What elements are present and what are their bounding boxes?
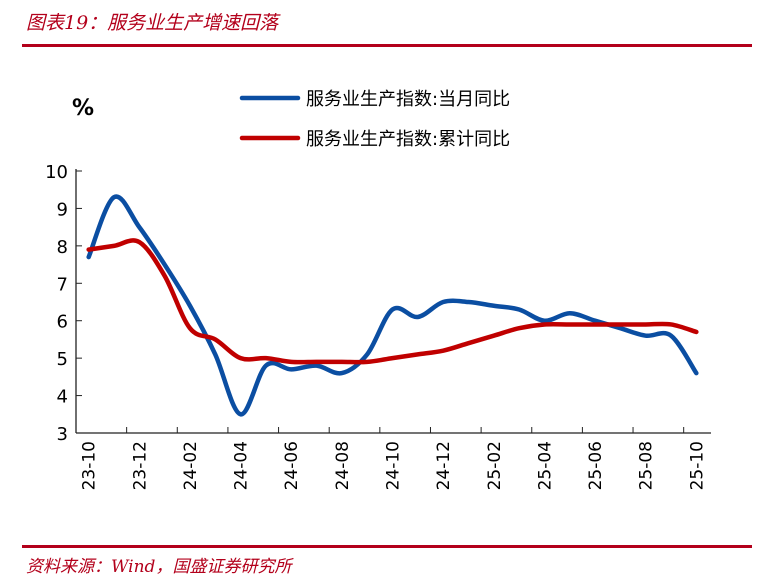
series-line-1 [86, 238, 699, 365]
title-divider [22, 44, 752, 47]
x-tick-label: 24-12 [434, 441, 454, 490]
y-tick-label: 5 [57, 349, 68, 370]
x-tick-label: 24-02 [181, 441, 201, 490]
y-tick-label: 3 [57, 424, 68, 445]
y-tick-label: 4 [57, 387, 68, 408]
x-tick-label: 24-08 [333, 441, 353, 490]
y-tick-label: 9 [57, 199, 68, 220]
x-tick-label: 25-08 [637, 441, 657, 490]
y-tick-label: 7 [57, 274, 68, 295]
x-tick-label: 24-04 [232, 441, 252, 490]
source-divider [22, 545, 752, 548]
x-tick-label: 23-12 [130, 441, 150, 490]
x-tick-label: 25-06 [586, 441, 606, 490]
x-tick-label: 24-10 [384, 441, 404, 490]
x-tick-label: 24-06 [282, 441, 302, 490]
legend-label-0: 服务业生产指数:当月同比 [306, 89, 510, 110]
x-tick-label: 25-02 [485, 441, 505, 490]
y-tick-label: 8 [57, 237, 68, 258]
y-tick-label: 6 [57, 312, 68, 333]
y-axis-unit: % [72, 96, 94, 121]
source-note: 资料来源：Wind，国盛证券研究所 [26, 557, 292, 577]
x-tick-label: 25-10 [687, 441, 707, 490]
legend-label-1: 服务业生产指数:累计同比 [306, 129, 510, 150]
x-tick-label: 23-10 [80, 441, 100, 490]
figure-title: 图表19：服务业生产增速回落 [26, 12, 279, 34]
y-tick-label: 10 [45, 162, 68, 183]
x-tick-label: 25-04 [535, 441, 555, 490]
series-line-0 [86, 194, 699, 417]
